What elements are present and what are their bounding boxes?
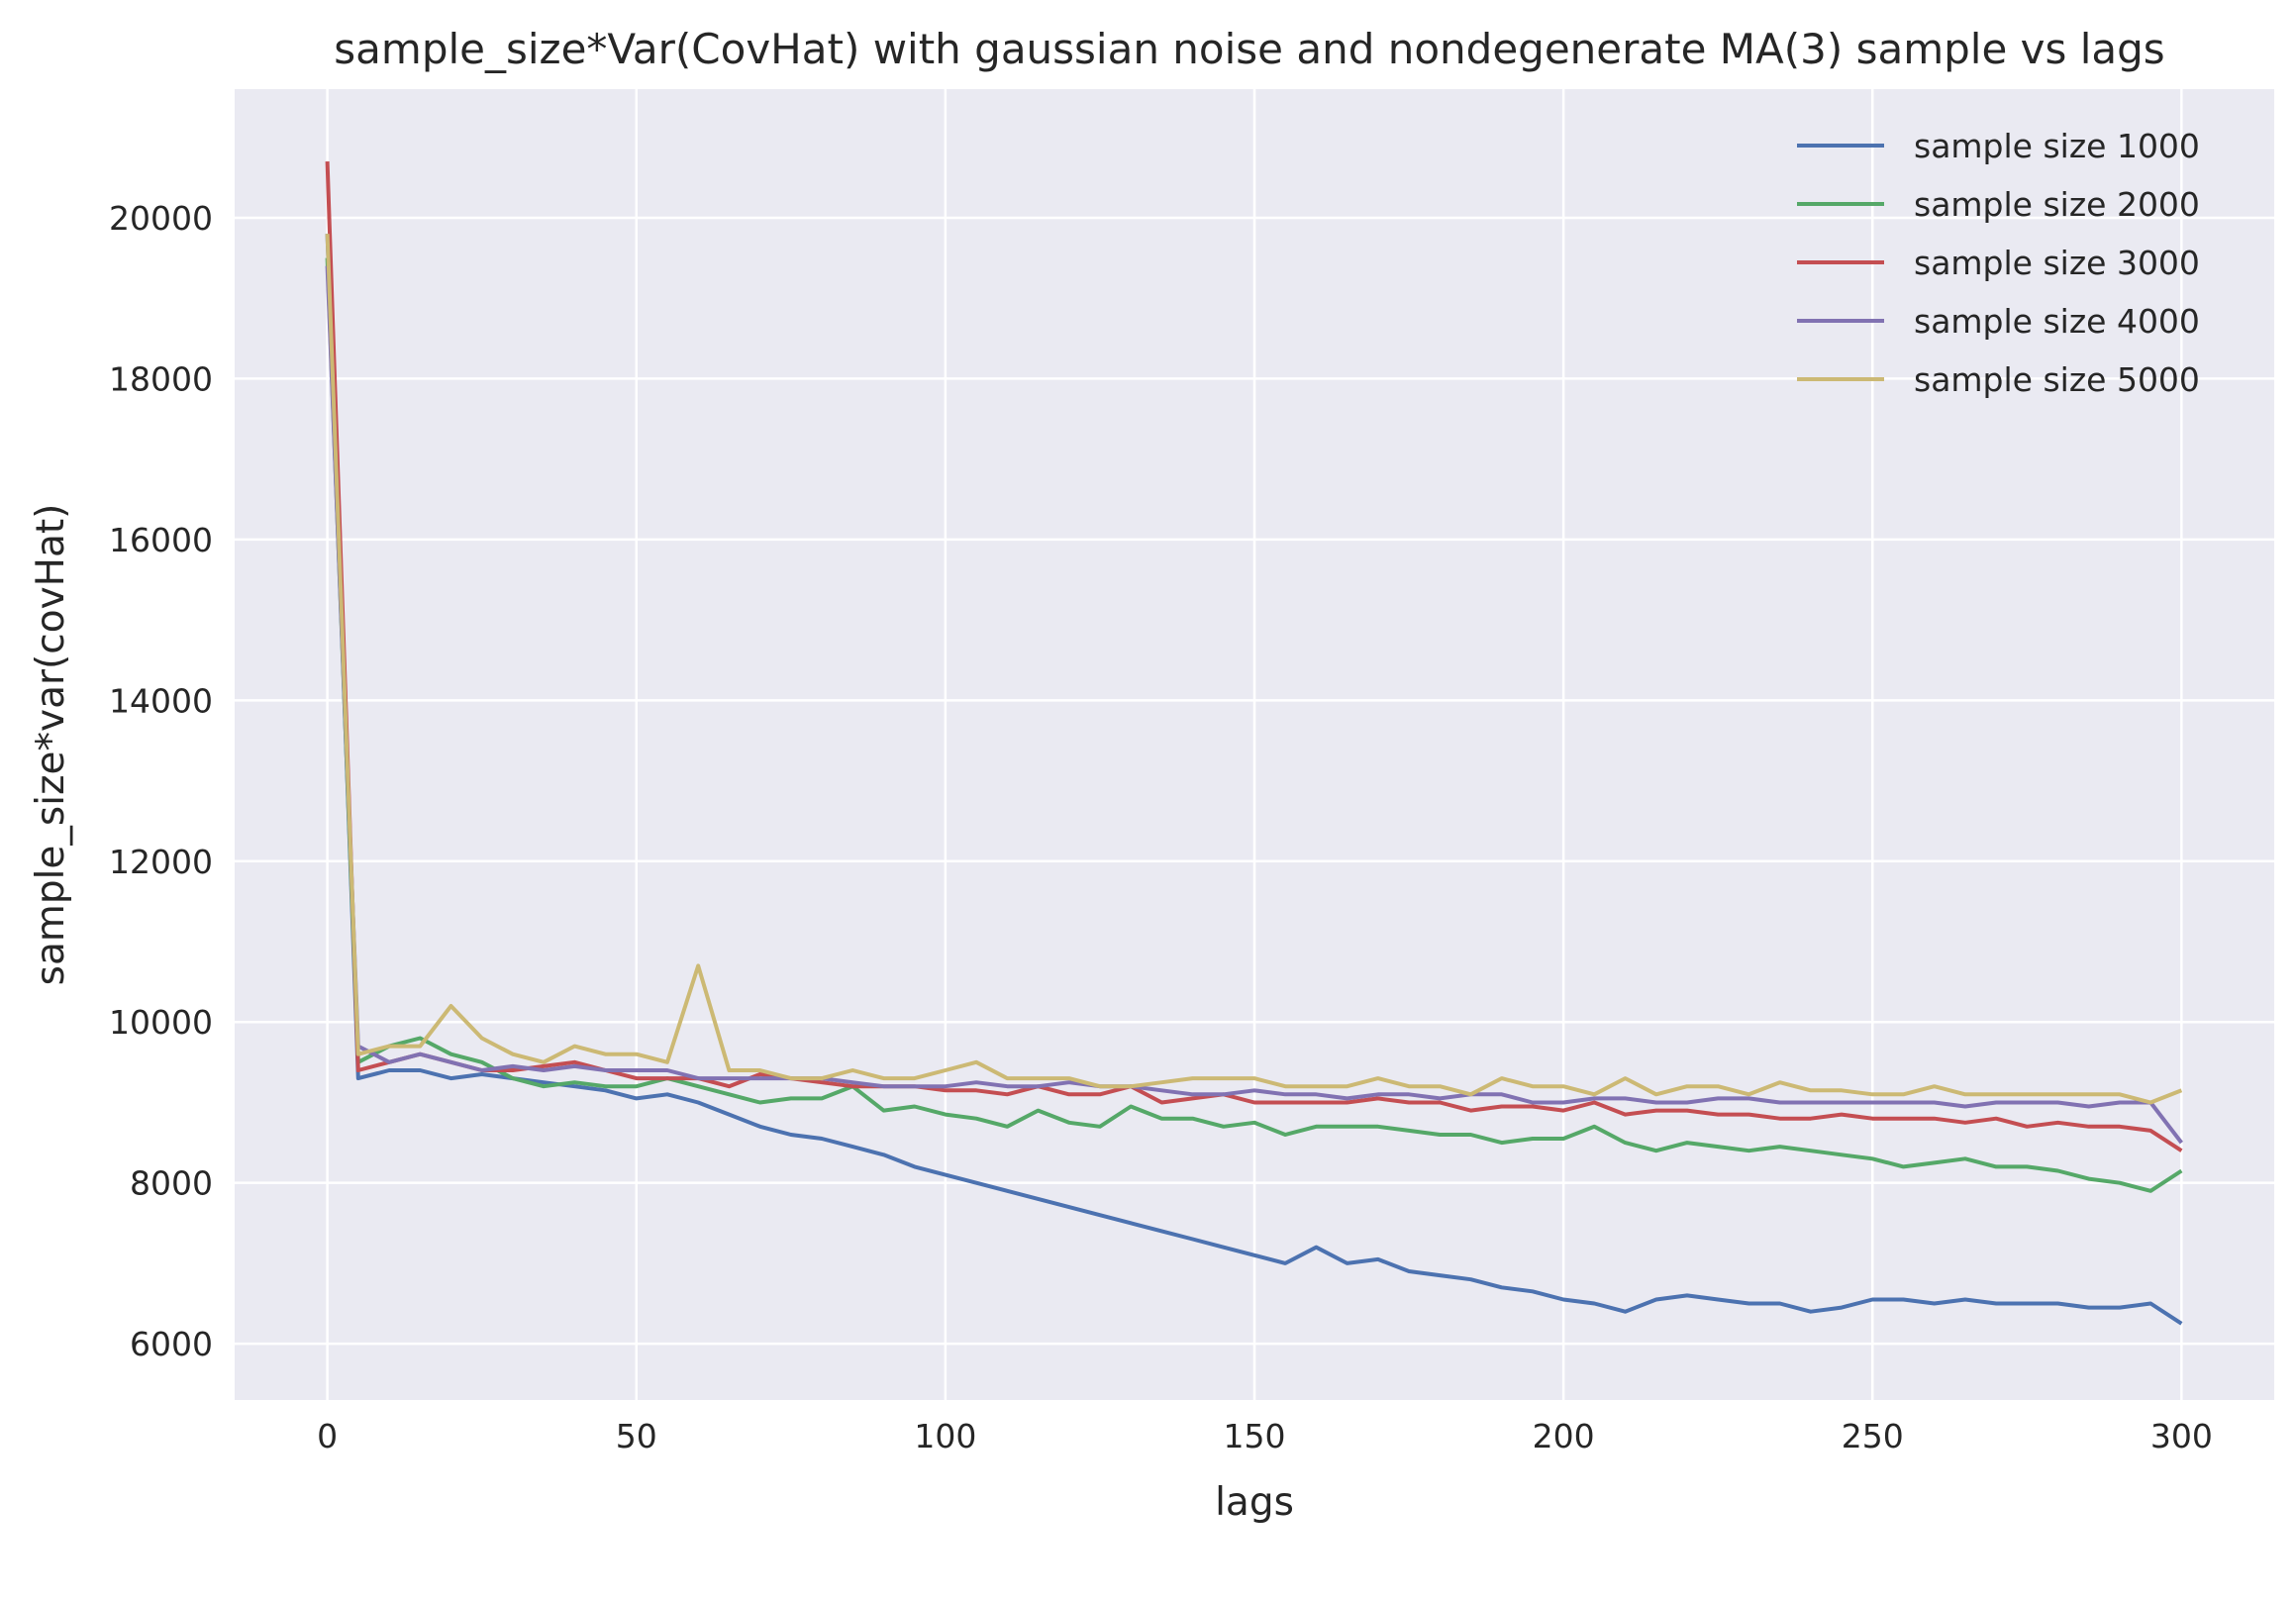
y-tick-label: 12000	[109, 843, 213, 881]
x-tick-label: 100	[914, 1417, 976, 1455]
legend-label: sample size 4000	[1914, 302, 2200, 341]
legend: sample size 1000 sample size 2000 sample s…	[1797, 127, 2200, 399]
series-line-1	[325, 234, 2183, 1326]
x-tick-label: 150	[1224, 1417, 1286, 1455]
y-tick-labels: 6000 8000 10000 12000 14000 16000 18000 20000	[109, 199, 213, 1363]
x-tick-label: 200	[1533, 1417, 1595, 1455]
series-line-5	[325, 234, 2183, 1105]
y-tick-label: 18000	[109, 359, 213, 398]
y-axis-label: sample_size*var(covHat)	[29, 504, 73, 986]
series-lines	[325, 161, 2183, 1326]
series-line-4	[325, 265, 2183, 1145]
y-tick-label: 10000	[109, 1003, 213, 1042]
series-line-3	[325, 161, 2183, 1152]
legend-label: sample size 3000	[1914, 244, 2200, 282]
y-tick-label: 8000	[130, 1164, 213, 1203]
y-tick-label: 14000	[109, 681, 213, 720]
y-tick-label: 20000	[109, 199, 213, 238]
legend-label: sample size 5000	[1914, 360, 2200, 399]
y-tick-label: 6000	[130, 1325, 213, 1363]
legend-label: sample size 1000	[1914, 127, 2200, 165]
series-line-2	[325, 257, 2183, 1193]
grid-lines	[235, 89, 2274, 1400]
y-tick-label: 16000	[109, 521, 213, 559]
x-tick-label: 250	[1842, 1417, 1904, 1455]
chart-title: sample_size*Var(CovHat) with gaussian no…	[334, 25, 2164, 73]
x-tick-labels: 0 50 100 150 200 250 300	[317, 1417, 2213, 1455]
x-tick-label: 300	[2150, 1417, 2213, 1455]
legend-label: sample size 2000	[1914, 185, 2200, 224]
x-axis-label: lags	[1215, 1480, 1294, 1525]
x-tick-label: 50	[616, 1417, 657, 1455]
x-tick-label: 0	[317, 1417, 338, 1455]
